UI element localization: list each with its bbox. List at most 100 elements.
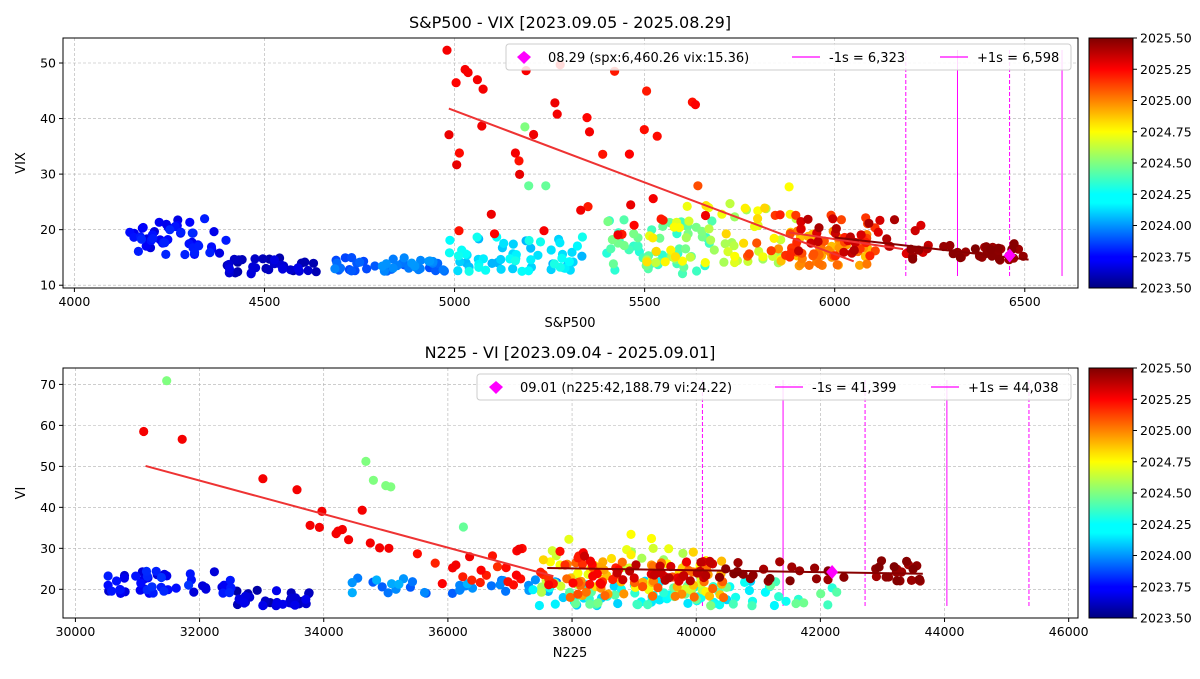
scatter-point bbox=[674, 244, 684, 254]
colorbar-tick-label: 2024.50 bbox=[1140, 486, 1192, 501]
colorbar-tick-label: 2024.00 bbox=[1140, 548, 1192, 563]
scatter-point bbox=[536, 587, 547, 597]
scatter-point bbox=[773, 244, 784, 254]
scatter-point bbox=[582, 113, 592, 123]
scatter-point bbox=[508, 239, 518, 249]
scatter-point bbox=[816, 589, 826, 599]
scatter-point bbox=[539, 226, 549, 236]
scatter-point bbox=[362, 264, 372, 274]
scatter-point bbox=[510, 256, 520, 266]
scatter-point bbox=[454, 226, 464, 236]
scatter-point bbox=[185, 569, 195, 579]
scatter-point bbox=[533, 250, 543, 260]
scatter-point bbox=[214, 248, 225, 258]
scatter-point bbox=[832, 260, 842, 270]
y-tick-label: 30 bbox=[40, 167, 56, 182]
scatter-point bbox=[425, 256, 435, 266]
scatter-point bbox=[258, 474, 268, 484]
scatter-point bbox=[633, 241, 643, 251]
vix-chart-title: S&P500 - VIX [2023.09.05 - 2025.08.29] bbox=[409, 13, 731, 32]
scatter-point bbox=[729, 241, 739, 251]
colorbar-tick-label: 2023.50 bbox=[1140, 281, 1192, 296]
scatter-point bbox=[610, 590, 620, 600]
scatter-point bbox=[785, 252, 795, 262]
scatter-point bbox=[617, 557, 627, 567]
scatter-point bbox=[375, 543, 385, 553]
scatter-point bbox=[365, 538, 375, 548]
scatter-point bbox=[718, 592, 729, 603]
scatter-point bbox=[784, 182, 794, 192]
scatter-point bbox=[651, 246, 661, 256]
scatter-point bbox=[455, 580, 465, 590]
scatter-point bbox=[278, 264, 288, 274]
scatter-point bbox=[721, 564, 731, 574]
vix-colorbar-gradient bbox=[1088, 37, 1134, 289]
colorbar-tick-label: 2023.75 bbox=[1140, 249, 1192, 264]
scatter-point bbox=[541, 181, 551, 191]
scatter-point bbox=[747, 601, 757, 611]
x-tick-label: 34000 bbox=[304, 624, 344, 639]
vi-legend: 09.01 (n225:42,188.79 vi:24.22) -1s = 41… bbox=[476, 373, 1072, 401]
scatter-point bbox=[501, 563, 511, 573]
scatter-point bbox=[839, 572, 849, 582]
scatter-point bbox=[472, 232, 482, 242]
vi-legend-box bbox=[476, 373, 1072, 401]
scatter-point bbox=[696, 557, 706, 568]
scatter-point bbox=[311, 267, 321, 277]
scatter-point bbox=[643, 600, 653, 610]
scatter-point bbox=[556, 581, 566, 591]
x-tick-label: 46000 bbox=[1049, 624, 1089, 639]
scatter-point bbox=[544, 580, 554, 590]
scatter-point bbox=[748, 570, 758, 580]
y-tick-label: 50 bbox=[40, 459, 56, 474]
scatter-point bbox=[796, 217, 806, 227]
scatter-point bbox=[581, 587, 591, 597]
scatter-point bbox=[514, 156, 524, 166]
scatter-point bbox=[290, 600, 300, 610]
scatter-point bbox=[758, 252, 768, 262]
scatter-point bbox=[271, 586, 282, 596]
vix-legend-minus-sigma: -1s = 6,323 bbox=[829, 51, 905, 66]
scatter-point bbox=[147, 582, 157, 592]
scatter-point bbox=[704, 224, 714, 234]
scatter-point bbox=[453, 251, 464, 261]
scatter-point bbox=[753, 214, 763, 224]
scatter-point bbox=[849, 245, 859, 255]
scatter-point bbox=[723, 247, 733, 257]
scatter-point bbox=[534, 600, 545, 611]
scatter-point bbox=[224, 264, 234, 274]
scatter-point bbox=[881, 572, 891, 582]
scatter-point bbox=[520, 122, 530, 132]
scatter-point bbox=[451, 78, 461, 88]
scatter-point bbox=[719, 257, 729, 267]
scatter-point bbox=[550, 98, 560, 108]
scatter-point bbox=[823, 600, 833, 610]
scatter-point bbox=[370, 261, 380, 271]
colorbar-tick-label: 2024.75 bbox=[1140, 124, 1192, 139]
scatter-point bbox=[529, 129, 539, 140]
scatter-point bbox=[692, 266, 702, 276]
scatter-point bbox=[129, 232, 139, 242]
scatter-point bbox=[892, 576, 902, 586]
scatter-point bbox=[707, 216, 717, 226]
vi-grid bbox=[63, 368, 1078, 618]
vix-legend-current: 08.29 (spx:6,460.26 vix:15.36) bbox=[548, 51, 749, 66]
scatter-point bbox=[618, 575, 628, 585]
scatter-point bbox=[648, 543, 658, 554]
scatter-point bbox=[717, 556, 727, 566]
scatter-point bbox=[258, 600, 268, 611]
vix-legend: 08.29 (spx:6,460.26 vix:15.36) -1s = 6,3… bbox=[505, 43, 1072, 71]
scatter-point bbox=[248, 262, 258, 272]
scatter-point bbox=[475, 577, 485, 588]
scatter-point bbox=[444, 130, 454, 140]
scatter-point bbox=[744, 585, 755, 596]
vi-legend-plus-sigma: +1s = 44,038 bbox=[968, 381, 1059, 396]
scatter-point bbox=[689, 592, 699, 602]
colorbar-tick-label: 2025.50 bbox=[1140, 31, 1192, 46]
scatter-point bbox=[386, 482, 396, 492]
vix-points bbox=[125, 45, 1028, 279]
scatter-point bbox=[239, 598, 249, 608]
scatter-point bbox=[528, 585, 538, 595]
vi-legend-minus-sigma: -1s = 41,399 bbox=[812, 381, 896, 396]
scatter-point bbox=[775, 557, 785, 567]
